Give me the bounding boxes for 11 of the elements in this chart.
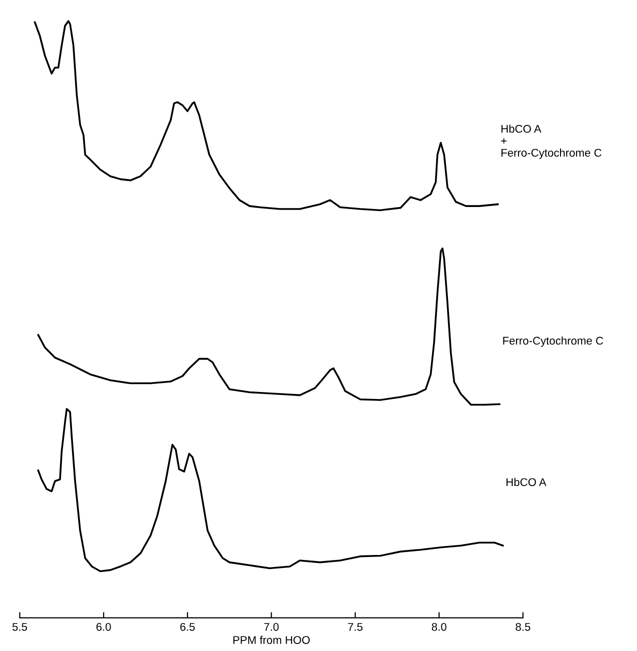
x-tick-label: 7.5 — [348, 623, 362, 631]
x-tick-label: 5.5 — [12, 623, 28, 631]
x-tick-label: 6.0 — [96, 622, 111, 631]
x-axis-title: PPM from HOO — [233, 636, 310, 644]
text: Ferro-Cytochrome C — [503, 336, 604, 347]
x-tick-label: 8.5 — [516, 622, 530, 631]
x-tick-label: 6.5 — [180, 622, 195, 631]
text: HbCO A + Ferro-Cytochrome C — [501, 124, 602, 159]
text: HbCO A — [506, 478, 546, 486]
x-tick-label: 7.0 — [264, 622, 279, 631]
x-tick-label: 8.0 — [432, 622, 446, 631]
